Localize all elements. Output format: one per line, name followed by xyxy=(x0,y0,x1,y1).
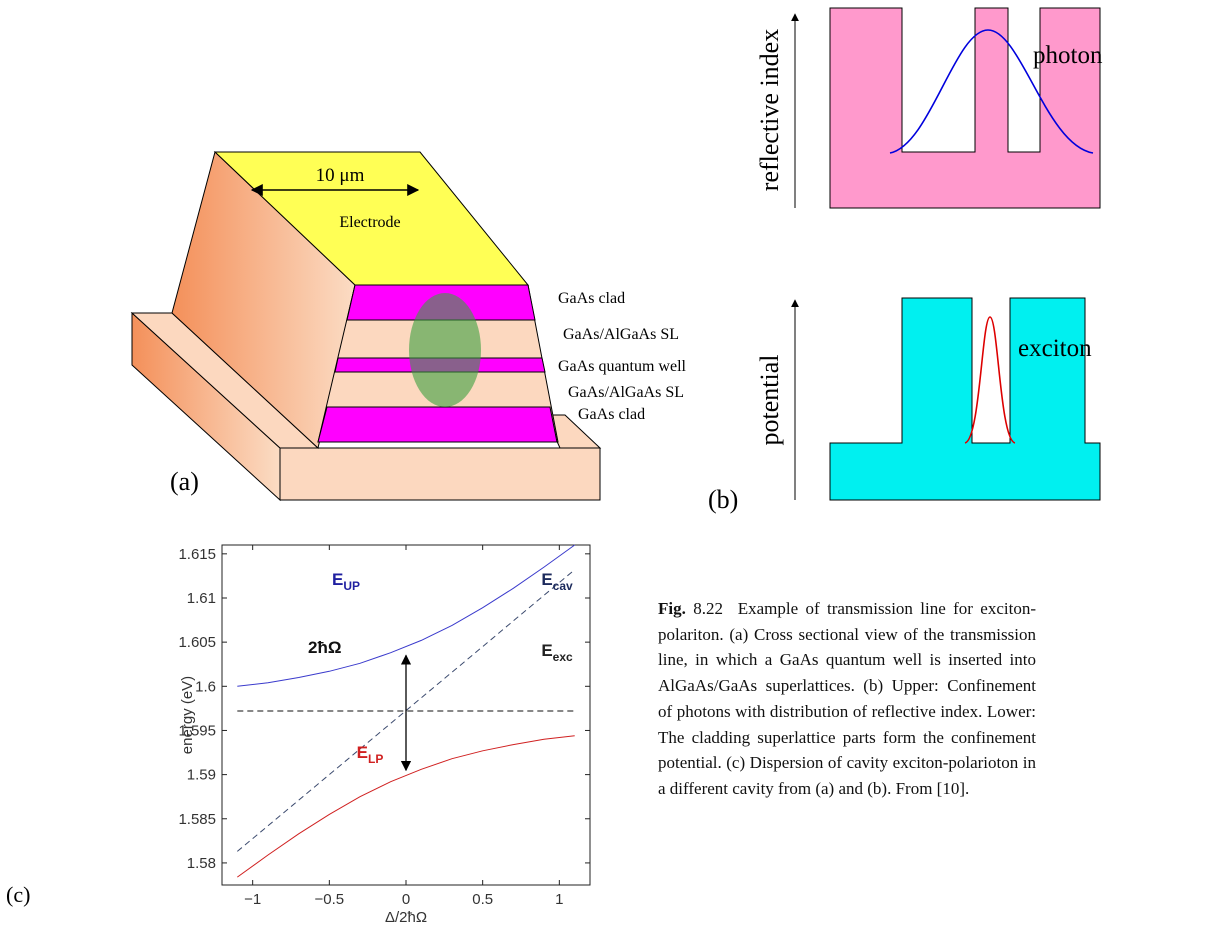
y-tick-label: 1.6 xyxy=(195,678,216,695)
caption-text: Example of transmission line for exciton… xyxy=(658,599,1036,798)
series-label-sub: LP xyxy=(368,752,383,766)
axis-label: reflective index xyxy=(755,29,784,191)
y-tick-label: 1.58 xyxy=(187,855,216,872)
series-label-main: E xyxy=(357,743,368,762)
x-tick-label: 0 xyxy=(402,891,410,908)
x-tick-label: −0.5 xyxy=(315,891,345,908)
y-tick-label: 1.615 xyxy=(178,546,216,563)
y-tick-label: 1.605 xyxy=(178,634,216,651)
electrode-label: Electrode xyxy=(339,214,400,231)
width-label: 10 μm xyxy=(316,165,365,186)
series-label-sub: cav xyxy=(553,579,573,593)
base-front xyxy=(280,448,600,500)
y-tick-label: 1.585 xyxy=(178,811,216,828)
caption-number: 8.22 xyxy=(693,599,723,618)
layer-label: GaAs/AlGaAs SL xyxy=(568,384,684,401)
y-tick-label: 1.59 xyxy=(187,767,216,784)
mode-spot xyxy=(409,293,481,407)
potential-shape xyxy=(830,298,1100,500)
layer-label: GaAs quantum well xyxy=(558,358,687,375)
x-tick-label: 1 xyxy=(555,891,563,908)
layer-label: GaAs/AlGaAs SL xyxy=(563,326,679,343)
clad-layer xyxy=(318,407,557,442)
panel-label: (c) xyxy=(6,882,30,907)
panel-label: (a) xyxy=(170,467,199,496)
rabi-label: 2ħΩ xyxy=(308,638,341,657)
series-label-main: E xyxy=(332,570,343,589)
index-profile xyxy=(795,8,1100,500)
page: 10 μm Electrode GaAs clad GaAs/AlGaAs SL… xyxy=(0,0,1208,925)
series-label-main: E xyxy=(541,570,552,589)
curve-label: photon xyxy=(1033,42,1103,69)
series-label-sub: UP xyxy=(343,579,360,593)
x-axis-label: Δ/2ħΩ xyxy=(385,909,427,925)
y-axis-label: energy (eV) xyxy=(179,676,196,754)
layer-label: GaAs clad xyxy=(578,406,645,423)
series-label: EUP xyxy=(332,570,360,593)
y-tick-label: 1.61 xyxy=(187,590,216,607)
axis-label: potential xyxy=(755,355,784,446)
series-label-main: E xyxy=(541,641,552,660)
layer-label: GaAs clad xyxy=(558,290,625,307)
caption-fig: Fig. xyxy=(658,599,686,618)
index-shape xyxy=(830,8,1100,208)
series-label: Eexc xyxy=(541,641,573,664)
device-drawing xyxy=(132,152,600,500)
series-label-sub: exc xyxy=(553,650,573,664)
caption: Fig. 8.22 Example of transmission line f… xyxy=(658,596,1036,802)
curve-label: exciton xyxy=(1018,335,1092,362)
panel-label: (b) xyxy=(708,485,738,514)
x-tick-label: 0.5 xyxy=(472,891,493,908)
x-tick-label: −1 xyxy=(244,891,261,908)
series-label: ELP xyxy=(357,743,384,766)
series-label: Ecav xyxy=(541,570,573,593)
